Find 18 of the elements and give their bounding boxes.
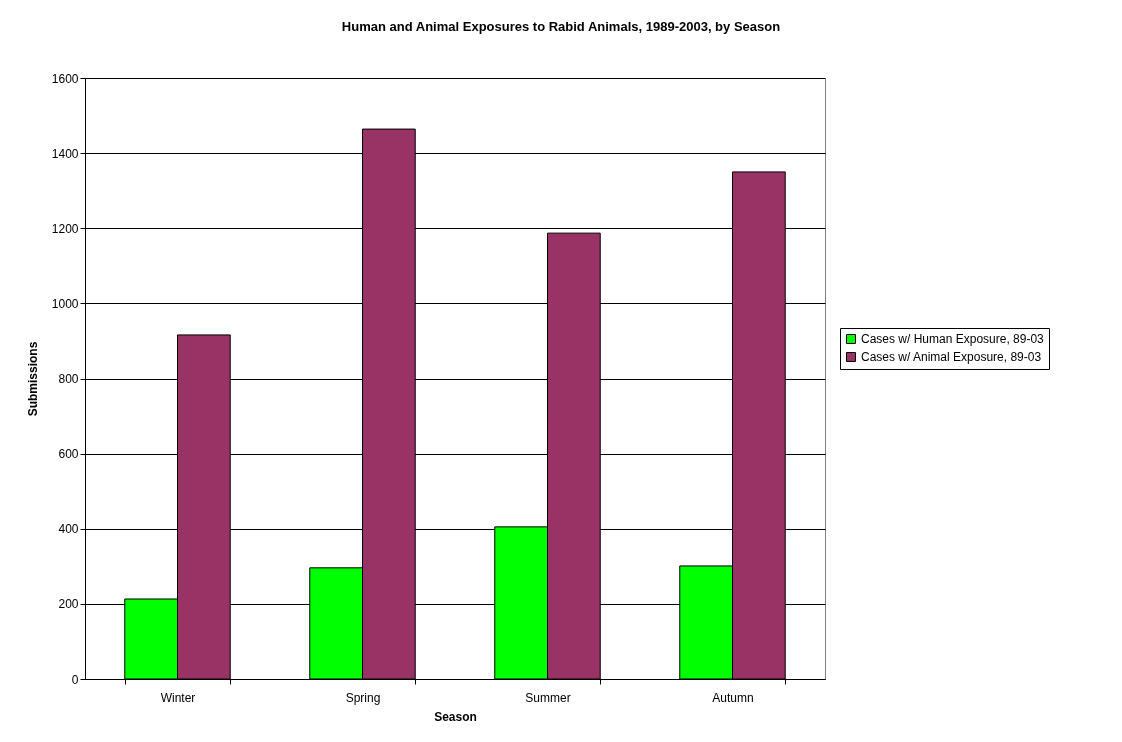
y-tick-label: 1000 [51,296,79,311]
x-axis-title: Season [434,709,477,724]
x-tick-label: Summer [525,690,571,705]
y-tick-label: 1200 [51,221,79,236]
y-axis-title: Submissions [25,341,40,417]
y-tick-label: 0 [71,672,79,687]
y-tick-label: 600 [58,447,79,462]
y-tick-label: 800 [58,372,79,386]
legend-label: Cases w/ Human Exposure, 89-03 [861,332,1045,346]
legend-label: Cases w/ Animal Exposure, 89-03 [861,350,1042,364]
x-tick-label: Spring [345,690,381,705]
x-tick-label: Autumn [712,690,754,705]
chart-title: Human and Animal Exposures to Rabid Animals, 1989-2003, by Season [341,19,781,34]
y-tick-label: 400 [58,522,79,537]
x-tick-label: Winter [160,690,196,705]
y-tick-label: 1600 [51,71,79,86]
y-tick-label: 1400 [51,146,79,161]
y-tick-label: 200 [58,597,79,612]
